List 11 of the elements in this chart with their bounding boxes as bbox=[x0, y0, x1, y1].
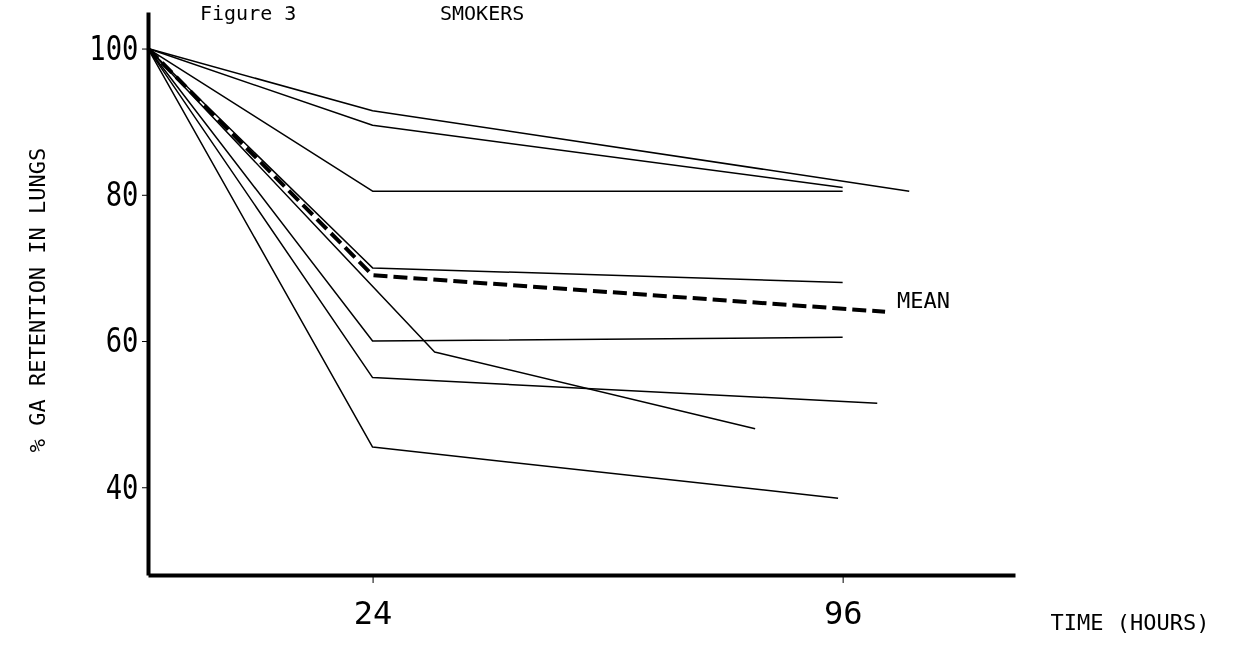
y-tick-label: 60 bbox=[105, 320, 139, 361]
y-tick-label: 80 bbox=[105, 174, 139, 214]
y-axis-title: % GA RETENTION IN LUNGS bbox=[25, 147, 50, 453]
y-tick-label: 100 bbox=[89, 27, 139, 68]
chart-subtitle: SMOKERS bbox=[440, 1, 525, 25]
y-tick-label: 40 bbox=[105, 466, 139, 507]
series-label: MEAN bbox=[897, 287, 951, 313]
x-tick-label: 24 bbox=[353, 594, 393, 633]
x-axis-title: TIME (HOURS) bbox=[1050, 610, 1210, 635]
x-tick-label: 96 bbox=[823, 594, 863, 633]
chart-title: Figure 3 bbox=[200, 1, 297, 25]
